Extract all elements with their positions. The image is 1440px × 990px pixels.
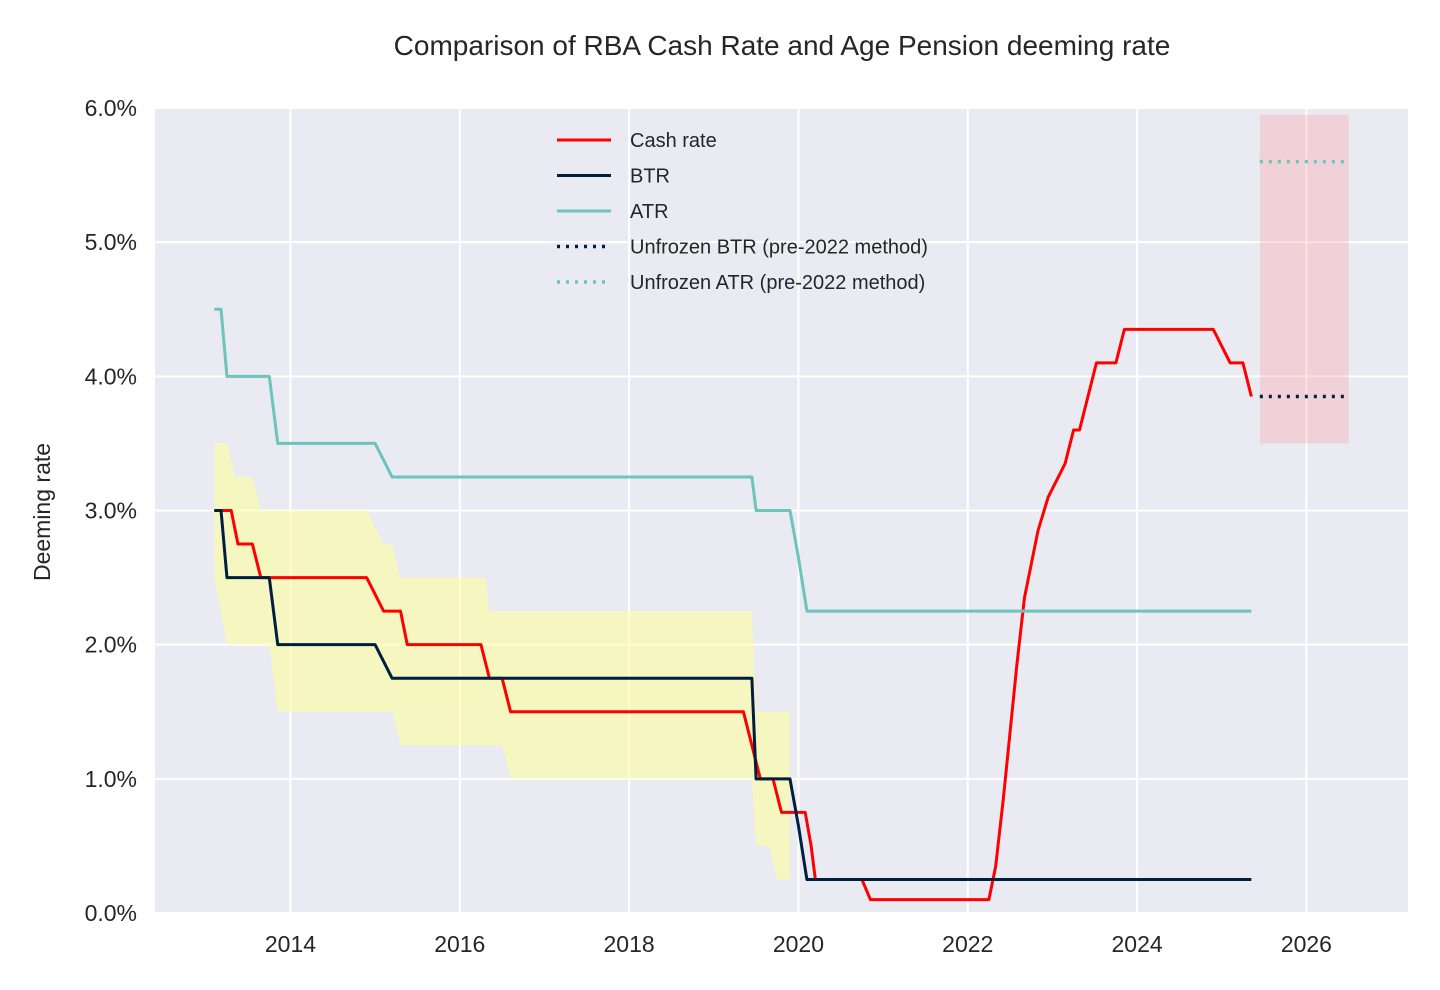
legend-label: Unfrozen BTR (pre-2022 method) [630, 237, 928, 259]
x-tick-label: 2022 [942, 931, 993, 957]
y-tick-label: 4.0% [85, 363, 137, 389]
y-tick-label: 1.0% [85, 766, 137, 792]
shaded-bands [214, 114, 1349, 880]
legend-label: ATR [630, 201, 669, 223]
series-line [214, 509, 1252, 881]
y-axis-ticks: 0.0% 1.0% 2.0% 3.0% 4.0% 5.0% 6.0% [85, 95, 137, 926]
y-tick-label: 2.0% [85, 632, 137, 658]
y-tick-label: 0.0% [85, 900, 137, 926]
x-tick-label: 2018 [604, 931, 655, 957]
y-tick-label: 6.0% [85, 95, 137, 121]
x-tick-label: 2014 [265, 931, 316, 957]
legend-label: Unfrozen ATR (pre-2022 method) [630, 272, 925, 294]
y-tick-label: 5.0% [85, 229, 137, 255]
y-axis-label: Deeming rate [29, 443, 55, 581]
shaded-band [1259, 114, 1349, 444]
x-tick-label: 2016 [434, 931, 485, 957]
legend-label: BTR [630, 166, 670, 188]
y-tick-label: 3.0% [85, 498, 137, 524]
x-tick-label: 2026 [1281, 931, 1332, 957]
series-lines [214, 159, 1349, 902]
x-tick-label: 2024 [1111, 931, 1162, 957]
shaded-band [214, 443, 790, 880]
legend-label: Cash rate [630, 130, 717, 152]
legend: Cash rate BTR ATR Unfrozen BTR (pre-2022 me… [557, 130, 928, 294]
x-tick-label: 2020 [773, 931, 824, 957]
x-axis-ticks: 2014 2016 2018 2020 2022 2024 2026 [265, 931, 1332, 957]
chart-title: Comparison of RBA Cash Rate and Age Pens… [394, 30, 1171, 61]
series-line [214, 307, 1252, 613]
